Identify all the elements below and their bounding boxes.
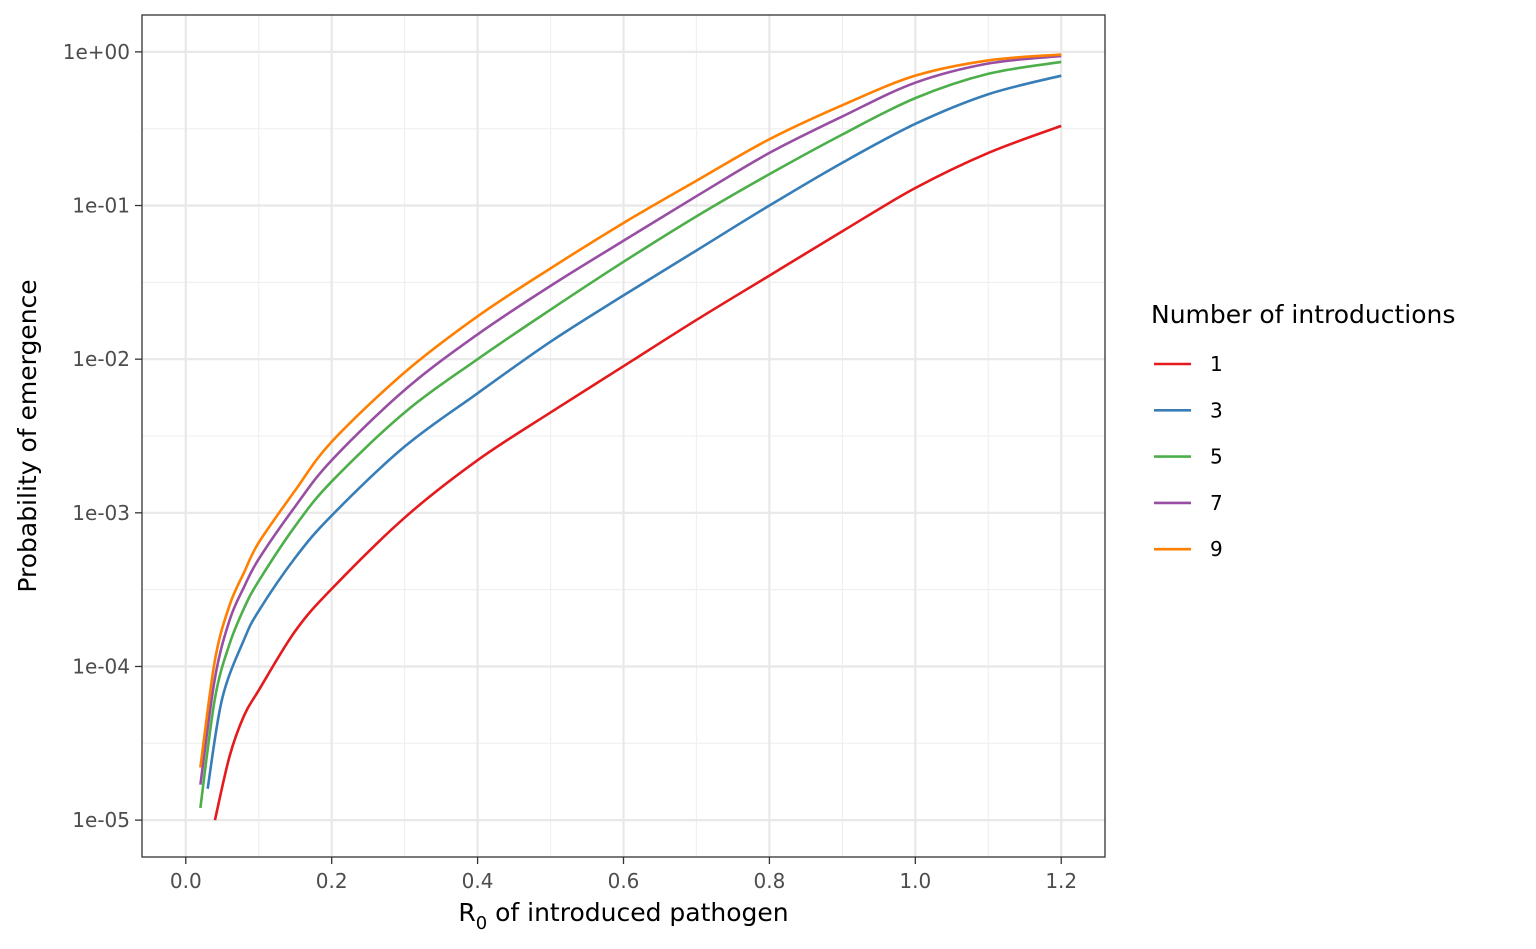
y-tick-label: 1e-01 xyxy=(72,194,130,218)
series-lines xyxy=(199,53,1062,821)
x-tick-label: 0.2 xyxy=(316,869,348,893)
x-axis-title-rest: of introduced pathogen xyxy=(487,898,789,927)
series-line-1 xyxy=(213,124,1062,821)
x-axis-title-subscript: 0 xyxy=(476,913,487,934)
y-tick-label: 1e-05 xyxy=(72,808,130,832)
x-axis: 0.0 0.2 0.4 0.6 0.8 1.0 1.2 xyxy=(170,857,1077,893)
series-line-9 xyxy=(199,53,1062,768)
x-tick-label: 0.4 xyxy=(462,869,494,893)
y-tick-label: 1e-02 xyxy=(72,347,130,371)
series-line-7 xyxy=(199,54,1062,785)
series-line-3 xyxy=(206,74,1062,789)
legend-label-1: 1 xyxy=(1210,352,1223,376)
x-axis-title-main: R xyxy=(458,898,475,927)
x-tick-label: 1.2 xyxy=(1045,869,1077,893)
y-tick-label: 1e-03 xyxy=(72,501,130,525)
series-line-5 xyxy=(199,60,1062,809)
y-axis: 1e+00 1e-01 1e-02 1e-03 1e-04 1e-05 xyxy=(63,40,142,832)
x-tick-label: 0.8 xyxy=(754,869,786,893)
y-tick-label: 1e-04 xyxy=(72,654,130,678)
legend-label-9: 9 xyxy=(1210,537,1223,561)
major-gridlines xyxy=(142,15,1105,857)
legend: Number of introductions 1 3 5 7 9 xyxy=(1151,300,1455,561)
legend-label-3: 3 xyxy=(1210,398,1223,422)
legend-label-7: 7 xyxy=(1210,491,1223,515)
x-tick-label: 0.0 xyxy=(170,869,202,893)
legend-items: 1 3 5 7 9 xyxy=(1154,352,1223,561)
x-tick-label: 1.0 xyxy=(899,869,931,893)
y-axis-title: Probability of emergence xyxy=(13,279,42,592)
x-tick-label: 0.6 xyxy=(608,869,640,893)
legend-label-5: 5 xyxy=(1210,445,1223,469)
x-axis-title: R0 of introduced pathogen xyxy=(458,898,788,934)
legend-title: Number of introductions xyxy=(1151,300,1455,329)
y-tick-label: 1e+00 xyxy=(63,40,130,64)
